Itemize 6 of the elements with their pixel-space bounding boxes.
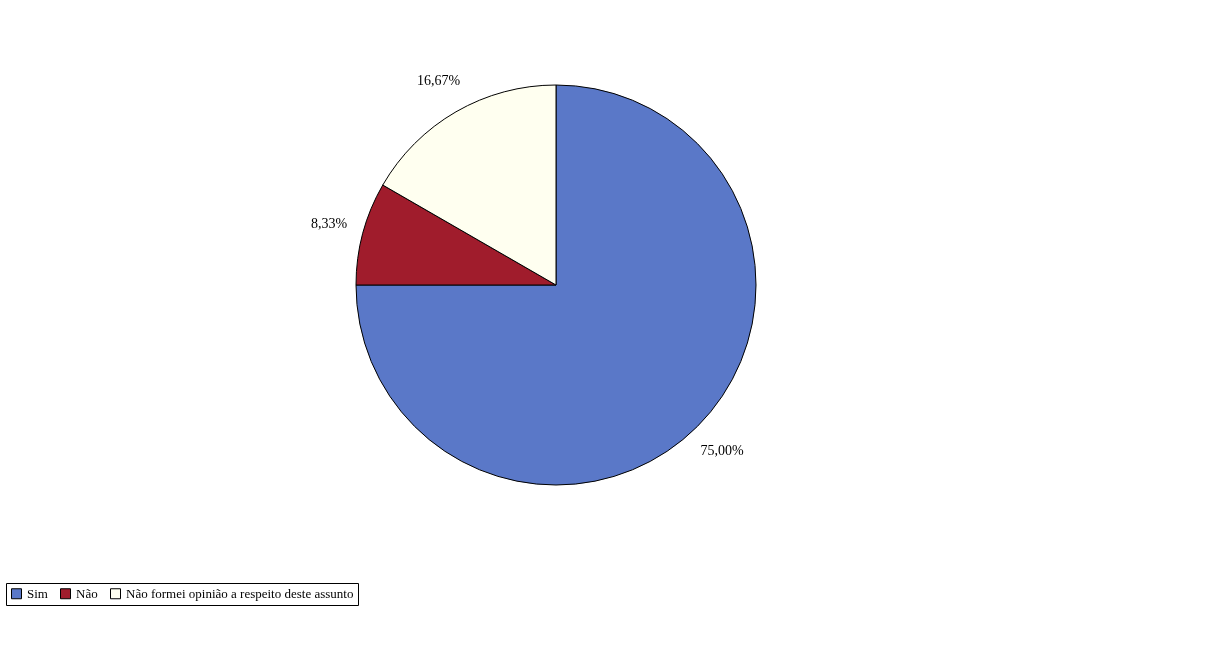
data-label: 75,00% [700, 443, 745, 459]
data-label: 8,33% [310, 216, 348, 232]
legend-label: Sim [27, 585, 48, 601]
data-label: 16,67% [416, 73, 461, 89]
legend-label: Não formei opinião a respeito deste assunto [126, 585, 354, 601]
legend-label: Não [76, 585, 98, 601]
